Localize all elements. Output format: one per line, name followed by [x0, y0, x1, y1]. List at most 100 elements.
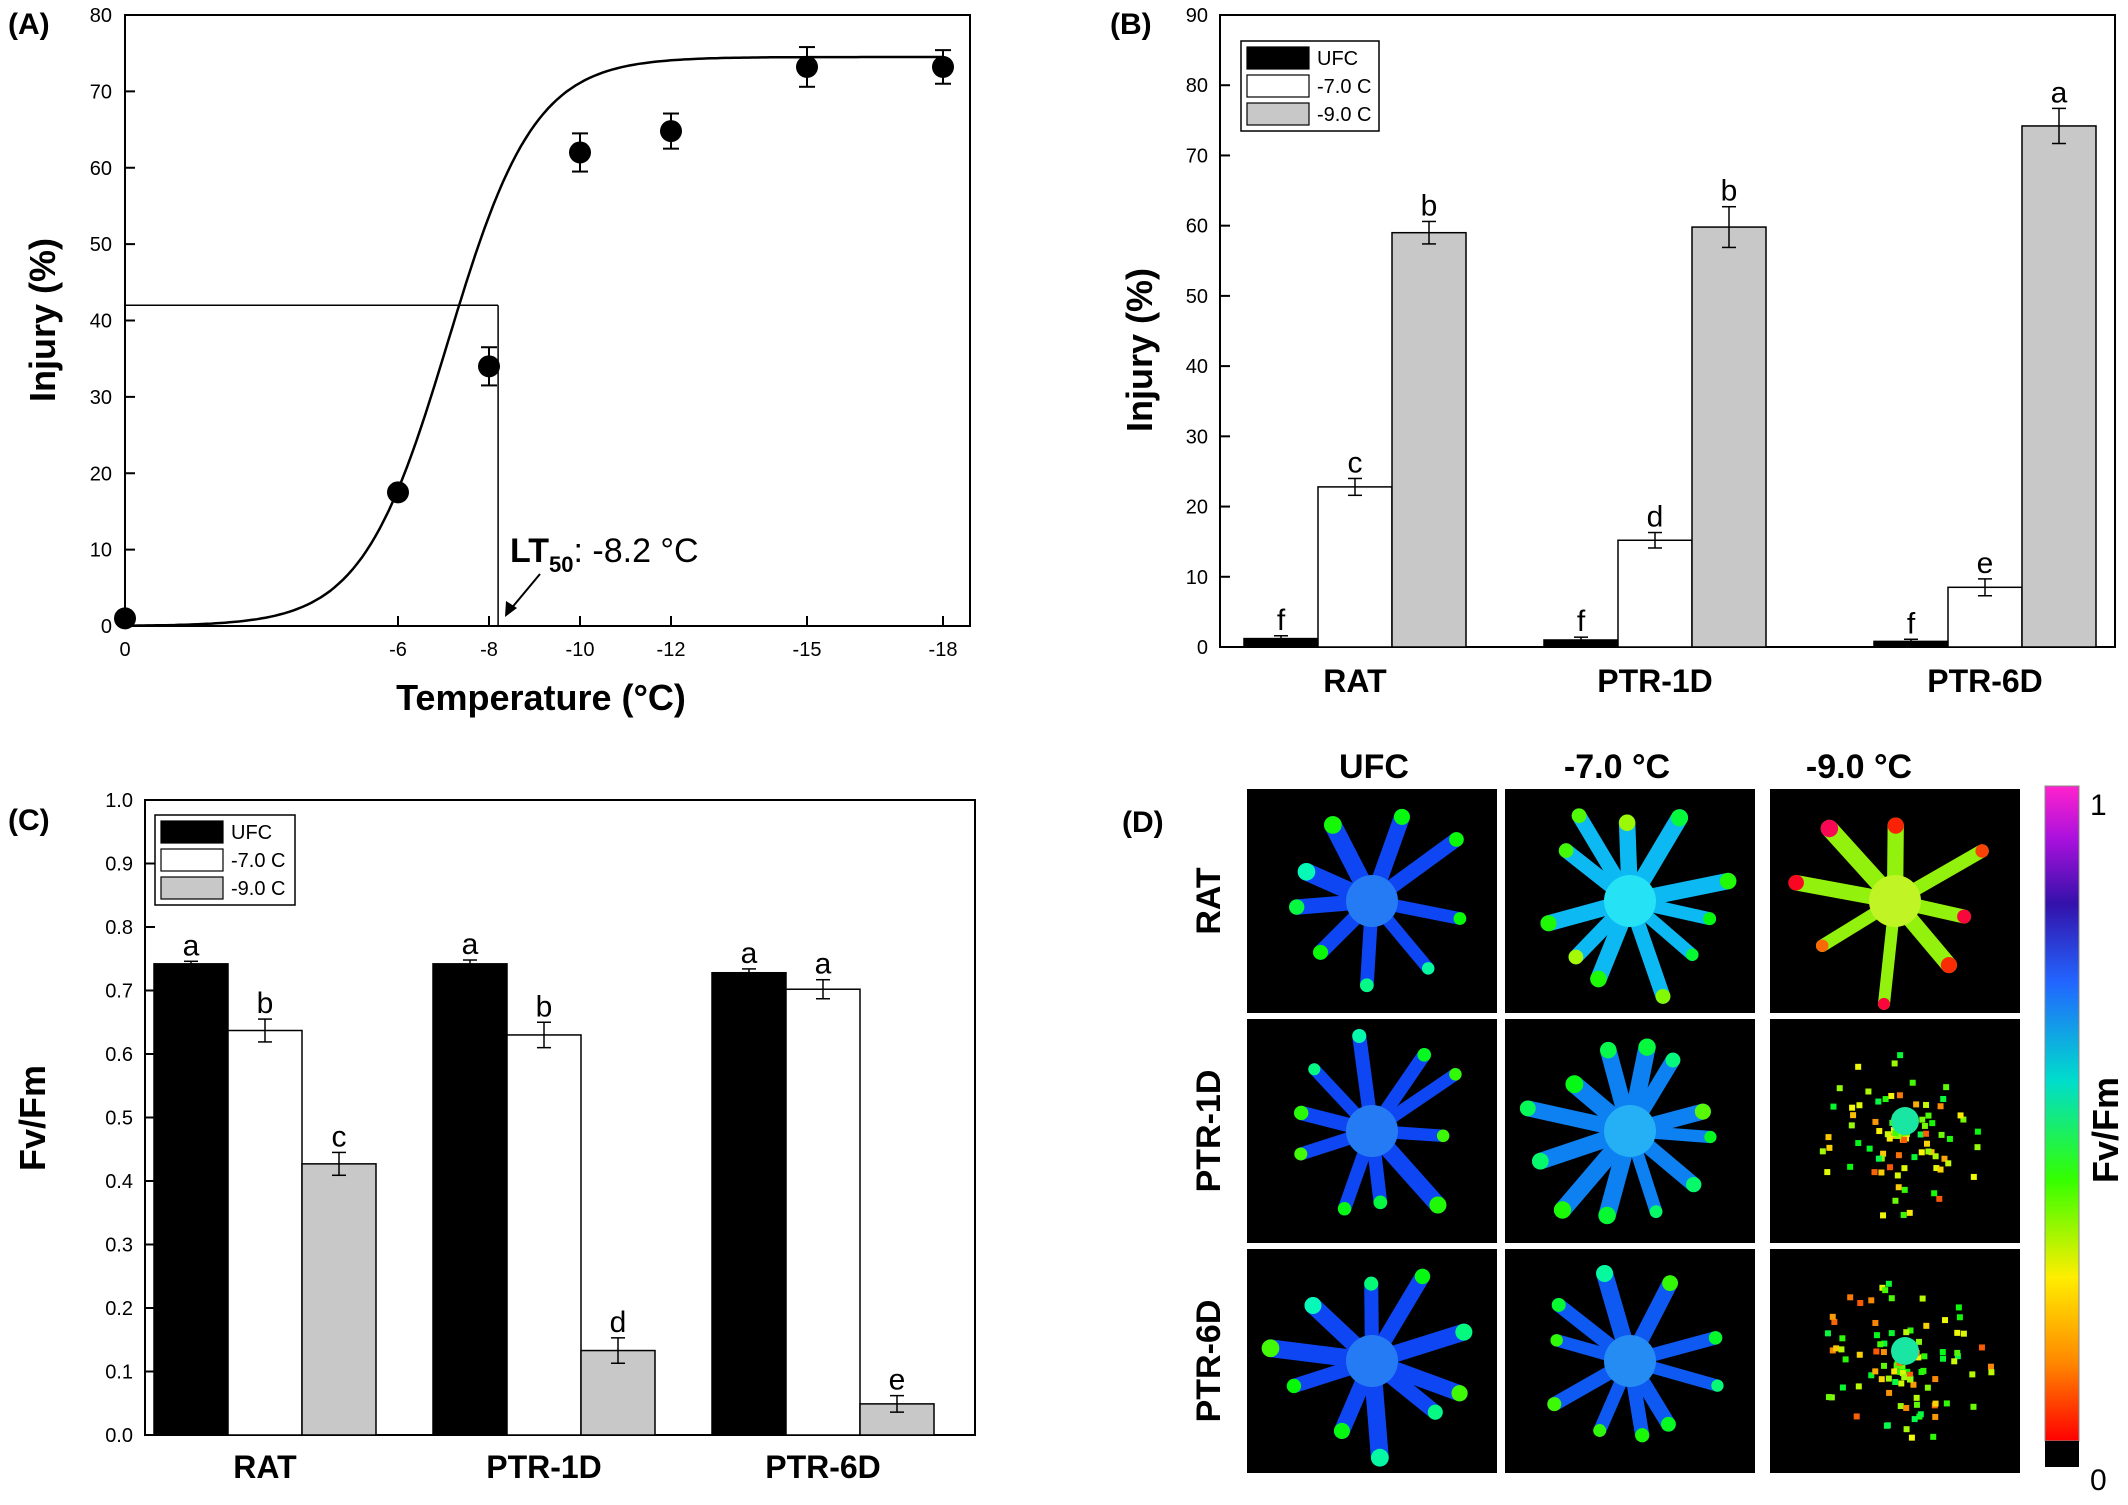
leaf-tip	[1635, 1428, 1650, 1443]
legend-swatch	[160, 820, 224, 844]
y-tick-label: 30	[90, 387, 112, 409]
legend-swatch	[1246, 102, 1310, 126]
pixel-speck	[1882, 1096, 1889, 1103]
panel-b-y-title: Injury (%)	[1119, 268, 1160, 432]
y-tick-label: 0	[1197, 637, 1208, 659]
bar	[2021, 125, 2097, 648]
leaf-tip	[1449, 1068, 1462, 1081]
lt50-label: LT50: -8.2 °C	[510, 532, 699, 577]
significance-letter: c	[332, 1120, 347, 1153]
pixel-speck	[1819, 1148, 1826, 1155]
y-tick-label: 80	[1186, 75, 1208, 97]
panel-b: (B) 0 10 20 30 40 50 60 70 80 90 f c b f d b f e a RAT PTR…	[1110, 5, 2116, 699]
leaf-tip	[1427, 1404, 1443, 1420]
bar	[227, 1029, 303, 1436]
pixel-speck	[1825, 1394, 1832, 1401]
pixel-speck	[1913, 1394, 1920, 1401]
pixel-speck	[1885, 1375, 1892, 1382]
legend-label: -7.0 C	[231, 850, 285, 872]
y-tick-label: 20	[90, 463, 112, 485]
leaf-tip	[1304, 1297, 1322, 1314]
pixel-speck	[1933, 1165, 1940, 1172]
pixel-speck	[1873, 1332, 1880, 1339]
pixel-speck	[1919, 1295, 1926, 1302]
leaf-tip	[1453, 912, 1467, 925]
pixel-speck	[1855, 1063, 1862, 1070]
pixel-speck	[1939, 1349, 1946, 1356]
pixel-speck	[1903, 1426, 1910, 1433]
pixel-speck	[1895, 1184, 1902, 1191]
x-tick-label: -18	[929, 639, 958, 661]
colorbar	[2044, 785, 2080, 1442]
leaf-tip	[1393, 808, 1410, 825]
leaf-tip	[1957, 909, 1972, 924]
pixel-speck	[1896, 1092, 1903, 1099]
leaf-tip	[1547, 1397, 1562, 1412]
significance-letter: e	[889, 1364, 906, 1397]
leaf-tip	[1590, 970, 1607, 988]
column-label: -9.0 °C	[1806, 748, 1912, 786]
y-tick-label: 0	[101, 616, 112, 638]
y-tick-label: 0.8	[105, 917, 133, 939]
pixel-speck	[1877, 1341, 1884, 1348]
leaf-tip	[1519, 1100, 1536, 1117]
bar	[432, 963, 508, 1436]
panel-c-bars: a b c a b d a a e	[153, 928, 935, 1436]
pixel-speck	[1918, 1149, 1925, 1156]
pixel-speck	[1908, 1434, 1915, 1441]
leaf-tip	[1364, 1276, 1379, 1291]
pixel-speck	[1969, 1371, 1976, 1378]
pixel-speck	[1866, 1145, 1873, 1152]
leaf-tip	[1703, 912, 1717, 926]
pixel-speck	[1871, 1169, 1878, 1176]
data-point	[796, 55, 818, 78]
bar	[1691, 226, 1767, 648]
leaf-tip	[1531, 1152, 1549, 1170]
pixel-speck	[1836, 1085, 1843, 1092]
leaf-tip	[1294, 1105, 1309, 1121]
pixel-speck	[1938, 1131, 1945, 1138]
pixel-speck	[1855, 1140, 1862, 1147]
leaf-tip	[1429, 1196, 1447, 1214]
rosette-image	[1294, 1028, 1462, 1216]
leaf-tip	[1661, 1416, 1676, 1432]
rosette-image	[1519, 1038, 1717, 1225]
leaf-tip	[1638, 1038, 1656, 1056]
lt50-arrow-head-icon	[505, 601, 517, 617]
pixel-speck	[1881, 1340, 1888, 1347]
y-tick-label: 80	[90, 5, 112, 27]
pixel-speck	[1955, 1304, 1962, 1311]
pixel-speck	[1943, 1084, 1950, 1091]
pixel-speck	[1931, 1190, 1938, 1197]
colorbar-min-label: 0	[2090, 1464, 2107, 1497]
pixel-speck	[1957, 1112, 1964, 1119]
pixel-speck	[1907, 1376, 1914, 1383]
pixel-speck	[1892, 1130, 1899, 1137]
pixel-speck	[1987, 1363, 1994, 1370]
legend-label: -9.0 C	[231, 878, 285, 900]
pixel-speck	[1888, 1330, 1895, 1337]
pixel-speck	[1932, 1413, 1939, 1420]
legend-swatch	[160, 848, 224, 872]
y-tick-label: 0.2	[105, 1298, 133, 1320]
leaf-tip	[1289, 899, 1305, 915]
lt50-subscript: 50	[549, 552, 573, 577]
y-tick-label: 0.5	[105, 1108, 133, 1130]
row-label: RAT	[1190, 867, 1228, 935]
leaf-tip	[1649, 1205, 1663, 1219]
y-tick-label: 90	[1186, 5, 1208, 27]
panel-a-points	[114, 46, 954, 630]
pixel-speck	[1839, 1335, 1846, 1342]
category-label: RAT	[233, 1449, 297, 1485]
pixel-speck	[1899, 1370, 1906, 1377]
panel-c-y-axis: 0.0 0.1 0.2 0.3 0.4 0.5 0.6 0.7 0.8 0.9 1.0	[105, 790, 155, 1447]
leaf-tip	[1323, 816, 1342, 834]
leaf-tip	[1665, 1052, 1681, 1068]
pixel-speck	[1954, 1349, 1961, 1356]
panel-b-bars: f c b f d b f e a	[1243, 76, 2097, 648]
pixel-speck	[1895, 1152, 1902, 1159]
rosette-image	[1540, 808, 1737, 1004]
